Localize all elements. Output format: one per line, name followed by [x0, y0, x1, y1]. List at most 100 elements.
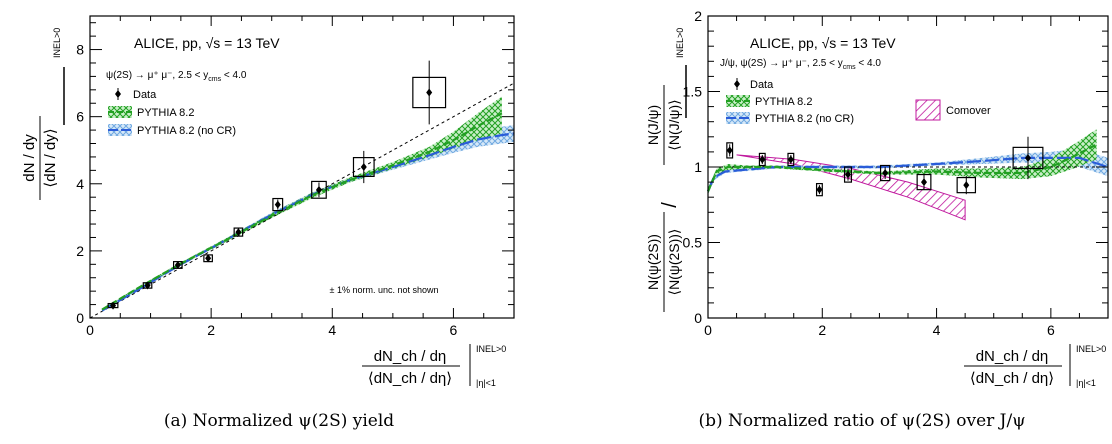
- x-tick-label: 0: [704, 322, 712, 338]
- svg-text:⟨dN / dy⟩: ⟨dN / dy⟩: [42, 128, 59, 187]
- marker: [110, 301, 117, 310]
- axis-ticks: 0 2 4 6 0 2 4 6 8: [76, 16, 515, 338]
- data-point: [352, 150, 375, 184]
- marker: [963, 181, 970, 190]
- data-point: [272, 197, 284, 212]
- marker: [174, 260, 181, 269]
- caption-b: (b) Normalized ratio of ψ(2S) over J/ψ: [698, 411, 1026, 431]
- pythia-nocr-band: [708, 148, 1108, 195]
- marker: [1025, 153, 1031, 162]
- marker: [235, 228, 242, 237]
- pythia-nocr-curve: [101, 132, 515, 312]
- marker: [726, 146, 733, 155]
- svg-text:⟨N(J/ψ)⟩: ⟨N(J/ψ)⟩: [666, 99, 682, 150]
- x-tick-label: 2: [818, 322, 826, 338]
- data-point: [233, 227, 244, 237]
- axis-ticks: 0 2 4 6 0 0.5 1 1.5 2: [683, 8, 1109, 338]
- pythia-nocr-curve: [706, 156, 1109, 192]
- y-label-left-fraction: N(ψ(2S)) ⟨N(ψ(2S))⟩: [645, 212, 682, 312]
- y-tick-label: 8: [76, 42, 84, 58]
- svg-text:⟨dN_ch / dη⟩: ⟨dN_ch / dη⟩: [970, 370, 1054, 387]
- syst-box: [879, 164, 891, 182]
- y-axis-label: N(ψ(2S)) ⟨N(ψ(2S))⟩ / N(J/ψ) ⟨N(J/ψ)⟩ IN…: [645, 28, 687, 312]
- svg-text:⟨N(ψ(2S))⟩: ⟨N(ψ(2S))⟩: [666, 229, 682, 296]
- y-tick-label: 0: [76, 310, 84, 326]
- panel-b: 0 2 4 6 0 0.5 1 1.5 2 ALICE, pp, √s = 13 TeV J/ψ…: [645, 8, 1109, 388]
- data-point: [107, 301, 119, 310]
- x-axis-label: dN_ch / dη ⟨dN_ch / dη⟩ INEL>0 |η|<1: [362, 344, 506, 388]
- x-axis-label: dN_ch / dη ⟨dN_ch / dη⟩ INEL>0 |η|<1: [964, 344, 1106, 388]
- y-axis-label: dN / dy ⟨dN / dy⟩: [21, 116, 59, 200]
- data-point: [758, 152, 766, 167]
- syst-box: [843, 166, 853, 183]
- marker: [205, 254, 212, 263]
- data-point: [956, 176, 977, 195]
- y-tick-label: 2: [76, 243, 84, 259]
- legend-comover-label: Comover: [946, 105, 991, 117]
- x-tick-label: 6: [1047, 322, 1055, 338]
- plot-frame: [89, 15, 515, 319]
- syst-box: [272, 197, 284, 212]
- marker: [759, 155, 766, 164]
- data-point: [311, 180, 327, 199]
- data-points: [726, 136, 1044, 197]
- process-label: ψ(2S) → μ⁺ μ⁻, 2.5 < ycms < 4.0: [106, 70, 247, 83]
- pythia-nocr-band: [102, 125, 514, 312]
- model-bands: [102, 96, 514, 312]
- legend-pythia-nocr-label: PYTHIA 8.2 (no CR): [755, 113, 854, 125]
- model-bands: [708, 129, 1108, 221]
- y-tick-label: 6: [76, 109, 84, 125]
- y-label-sup: INEL>0: [675, 28, 685, 58]
- x-tick-label: 2: [207, 322, 215, 338]
- x-tick-label: 6: [450, 322, 458, 338]
- y-tick-label: 1: [694, 159, 702, 175]
- process-label: J/ψ, ψ(2S) → μ⁺ μ⁻, 2.5 < ycms < 4.0: [720, 58, 881, 71]
- svg-text:⟨dN_ch / dη⟩: ⟨dN_ch / dη⟩: [368, 370, 452, 387]
- legend-comover: Comover: [915, 99, 991, 121]
- x-tick-label: 4: [933, 322, 941, 338]
- marker: [274, 200, 281, 209]
- svg-text:INEL>0: INEL>0: [1076, 344, 1106, 354]
- caption-a: (a) Normalized ψ(2S) yield: [163, 411, 395, 431]
- model-curves: [706, 143, 1109, 192]
- svg-text:N(J/ψ): N(J/ψ): [645, 105, 661, 145]
- marker: [882, 169, 889, 178]
- panel-a: 0 2 4 6 0 2 4 6 8 ALICE, pp, √s = 13 TeV ψ(2S) →…: [21, 15, 515, 388]
- legend-pythia: PYTHIA 8.2: [726, 95, 812, 108]
- svg-text:N(ψ(2S)): N(ψ(2S)): [645, 234, 661, 290]
- marker: [845, 170, 851, 179]
- svg-text:INEL>0: INEL>0: [476, 344, 506, 354]
- marker: [787, 155, 794, 164]
- legend-pythia-nocr: PYTHIA 8.2 (no CR): [726, 112, 854, 125]
- syst-box: [233, 227, 244, 237]
- data-point: [879, 164, 891, 182]
- svg-text:dN / dy: dN / dy: [21, 134, 38, 182]
- legend-data: Data: [734, 78, 774, 91]
- legend-data-label: Data: [133, 89, 157, 101]
- marker: [360, 163, 367, 171]
- svg-text:|η|<1: |η|<1: [1076, 378, 1096, 388]
- pythia-band: [708, 129, 1097, 195]
- comover-band: [736, 154, 966, 221]
- legend-pythia-nocr-label: PYTHIA 8.2 (no CR): [137, 125, 236, 137]
- svg-text:dN_ch / dη: dN_ch / dη: [976, 348, 1049, 365]
- y-tick-label: 1.5: [683, 84, 703, 100]
- legend-pythia-nocr: PYTHIA 8.2 (no CR): [108, 124, 236, 137]
- data-point: [1012, 136, 1044, 180]
- data-point: [843, 166, 853, 183]
- data-point: [172, 260, 183, 269]
- experiment-label: ALICE, pp, √s = 13 TeV: [134, 35, 280, 51]
- experiment-label: ALICE, pp, √s = 13 TeV: [750, 35, 896, 51]
- y-label-right-fraction: N(J/ψ) ⟨N(J/ψ)⟩: [645, 85, 682, 165]
- y-label-slash: /: [659, 202, 681, 208]
- data-point: [815, 183, 823, 197]
- legend-data-label: Data: [750, 79, 774, 91]
- data-point: [142, 281, 153, 290]
- y-label-sup: INEL>0: [52, 28, 62, 58]
- legend: Data PYTHIA 8.2 PYTHIA 8.2 (no CR) Comov…: [726, 78, 991, 125]
- svg-text:dN_ch / dη: dN_ch / dη: [374, 348, 447, 365]
- legend-pythia-label: PYTHIA 8.2: [755, 96, 812, 108]
- marker: [921, 178, 927, 187]
- marker: [426, 88, 433, 97]
- marker: [144, 281, 151, 290]
